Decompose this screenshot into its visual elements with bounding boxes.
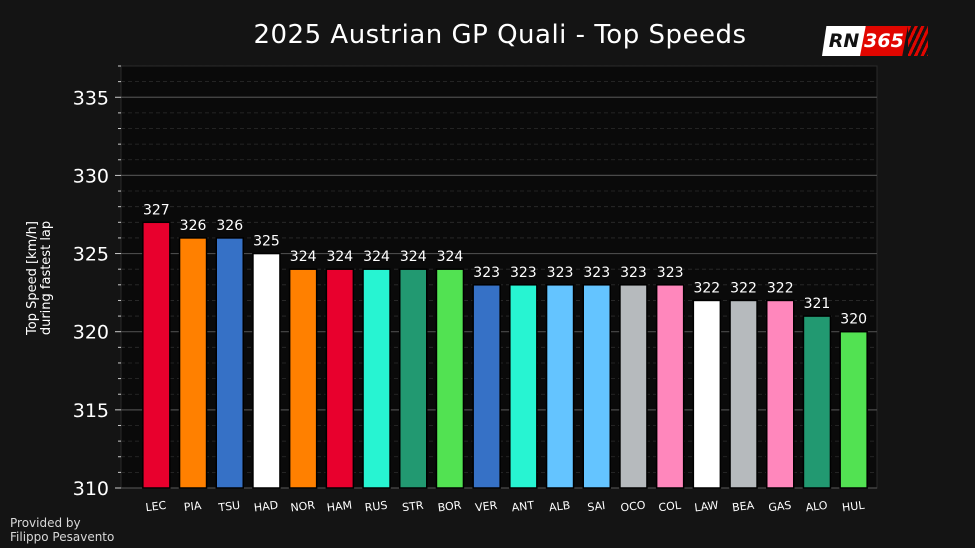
bar-value-label: 323 xyxy=(510,265,537,281)
y-tick-label: 320 xyxy=(73,322,109,344)
bar xyxy=(619,284,648,489)
y-axis-title: Top Speed [km/h] during fastest lap xyxy=(25,178,54,378)
bar-value-label: 323 xyxy=(620,265,647,281)
bar-value-label: 324 xyxy=(363,249,390,265)
bar xyxy=(509,284,538,489)
x-tick-label: GAS xyxy=(768,499,792,515)
x-tick-label: HAM xyxy=(326,499,353,515)
bar xyxy=(839,330,868,489)
credit-line-2: Filippo Pesavento xyxy=(10,530,115,544)
x-tick-label: VER xyxy=(474,499,498,515)
x-tick-label: RUS xyxy=(364,499,388,515)
x-tick-label: SAI xyxy=(587,499,606,514)
bar-value-label: 324 xyxy=(326,249,353,265)
bar xyxy=(472,284,501,489)
logo-rn-text: RN xyxy=(822,26,866,56)
x-tick-label: HUL xyxy=(841,499,866,515)
bar-value-label: 323 xyxy=(547,265,574,281)
x-tick-label: OCO xyxy=(620,499,647,515)
bar-value-label: 324 xyxy=(400,249,427,265)
x-tick-label: STR xyxy=(401,499,424,515)
x-tick-label: PIA xyxy=(183,499,202,514)
x-axis: LEC PIA TSU HAD NOR HAM RUS STR BOR VER ANT ALB SAI O… xyxy=(145,499,866,515)
bar xyxy=(362,268,391,489)
bar xyxy=(252,252,281,489)
bar xyxy=(692,299,722,489)
y-axis: 310 315 320 325 330 335 xyxy=(73,65,121,500)
bar xyxy=(288,268,318,489)
bar-value-label: 323 xyxy=(583,265,610,281)
y-tick-label: 325 xyxy=(73,244,109,266)
bar xyxy=(729,299,758,489)
bar xyxy=(766,299,795,489)
bar-value-label: 326 xyxy=(180,218,207,234)
y-tick-label: 310 xyxy=(73,478,109,500)
value-labels: 327 326 326 325 324 324 324 324 324 323 323 323 323 3… xyxy=(143,202,867,327)
bar-value-label: 321 xyxy=(804,296,831,312)
logo-stripes xyxy=(908,26,928,56)
credit-text: Provided by Filippo Pesavento xyxy=(10,516,114,544)
bar-value-label: 320 xyxy=(840,312,867,328)
y-tick-label: 315 xyxy=(73,400,109,422)
bar-value-label: 326 xyxy=(216,218,243,234)
bar-value-label: 322 xyxy=(767,280,794,296)
bar xyxy=(399,268,428,489)
bar-value-label: 327 xyxy=(143,202,170,218)
bars xyxy=(142,221,868,489)
credit-line-1: Provided by xyxy=(10,516,81,530)
x-tick-label: BOR xyxy=(437,499,462,515)
x-tick-label: LAW xyxy=(694,499,720,515)
x-tick-label: COL xyxy=(658,499,683,515)
bar xyxy=(802,315,832,489)
y-axis-title-sub: during fastest lap xyxy=(39,220,54,336)
bar-value-label: 322 xyxy=(693,280,720,296)
bar xyxy=(325,268,355,489)
y-tick-label: 335 xyxy=(73,87,109,109)
bar-value-label: 324 xyxy=(290,249,317,265)
bar-value-label: 323 xyxy=(657,265,684,281)
x-tick-label: BEA xyxy=(731,499,755,515)
chart-title: 2025 Austrian GP Quali - Top Speeds xyxy=(253,20,747,50)
bar-value-label: 322 xyxy=(730,280,757,296)
x-tick-label: ALB xyxy=(548,499,571,514)
bar xyxy=(435,268,465,489)
x-tick-label: NOR xyxy=(290,499,316,515)
bar-value-label: 325 xyxy=(253,234,280,250)
bar xyxy=(582,284,611,489)
rn365-logo: RN 365 xyxy=(822,26,928,56)
x-tick-label: LEC xyxy=(145,499,168,514)
y-axis-title-main: Top Speed [km/h] xyxy=(25,221,40,335)
bar-value-label: 324 xyxy=(437,249,464,265)
bar xyxy=(142,221,171,489)
x-tick-label: ALO xyxy=(805,499,829,515)
logo-365-text: 365 xyxy=(860,26,908,56)
bar xyxy=(215,237,244,489)
x-tick-label: TSU xyxy=(217,499,241,515)
bar xyxy=(545,284,575,489)
x-tick-label: ANT xyxy=(511,499,535,515)
bar-value-label: 323 xyxy=(473,265,500,281)
y-tick-label: 330 xyxy=(73,165,109,187)
bar xyxy=(178,237,208,489)
bar xyxy=(655,284,685,489)
x-tick-label: HAD xyxy=(253,499,279,515)
